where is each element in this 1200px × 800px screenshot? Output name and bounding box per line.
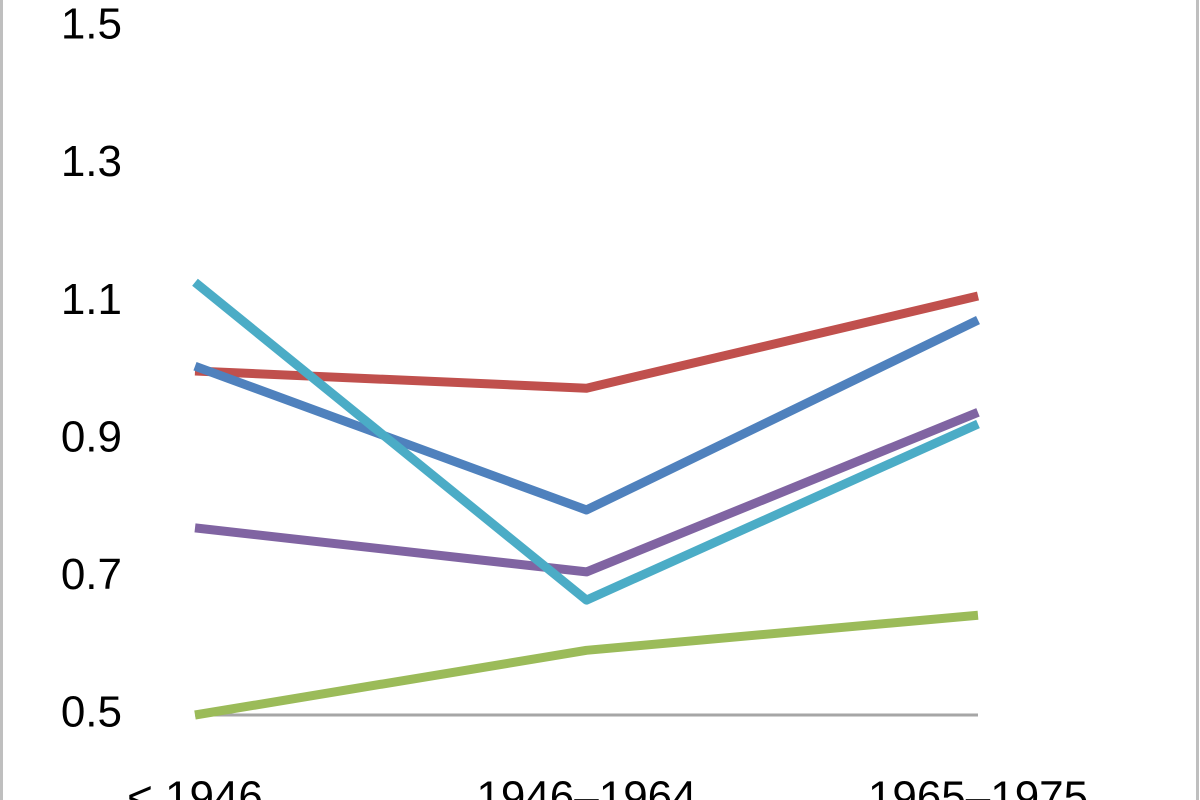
x-tick-label: < 1946 [127,773,263,800]
line-series [194,291,980,393]
y-tick-label: 1.1 [61,275,122,324]
line-series [194,408,980,577]
line-series [192,278,980,605]
line-series [193,316,980,515]
y-tick-label: 0.5 [61,688,122,737]
line-series [194,610,979,720]
y-tick-label: 1.3 [61,137,122,186]
y-tick-label: 1.5 [61,0,122,49]
y-tick-label: 0.9 [61,412,122,461]
y-tick-label: 0.7 [61,550,122,599]
x-tick-label: 1946–1964 [476,773,696,800]
x-tick-label: 1965–1975 [868,773,1088,800]
